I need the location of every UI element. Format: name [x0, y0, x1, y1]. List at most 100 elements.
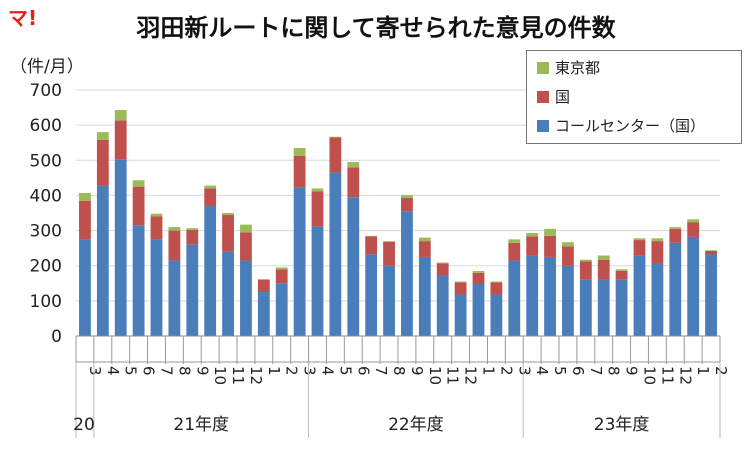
- bar-segment-call-center: [383, 265, 395, 336]
- bar-segment-national: [633, 240, 646, 256]
- bar-segment-call-center: [132, 225, 145, 336]
- bar-segment-national: [705, 250, 717, 255]
- bar-segment-call-center: [526, 255, 539, 336]
- bar-segment-national: [651, 241, 664, 264]
- period-label: 22年度: [388, 415, 444, 435]
- x-tick-label: 3: [515, 366, 533, 376]
- x-tick-label: 1: [480, 366, 498, 376]
- y-tick-label: 400: [30, 186, 62, 206]
- bar-segment-national: [240, 232, 252, 261]
- x-tick-label: 8: [605, 366, 623, 376]
- bar-segment-national: [293, 155, 306, 188]
- bar-segment-tokyo: [96, 132, 109, 140]
- x-tick-label: 11: [229, 366, 247, 385]
- bar-segment-national: [669, 228, 682, 243]
- bar-segment-call-center: [401, 211, 413, 336]
- x-tick-label: 7: [158, 366, 176, 376]
- x-tick-label: 9: [623, 366, 641, 376]
- bar-segment-call-center: [168, 260, 181, 336]
- bar-segment-tokyo: [687, 219, 700, 223]
- x-tick-label: 11: [658, 366, 676, 385]
- bar-segment-tokyo: [615, 269, 628, 271]
- bar-segment-call-center: [418, 256, 431, 336]
- bar-segment-tokyo: [240, 224, 252, 233]
- x-tick-label: 4: [104, 366, 122, 376]
- bar-segment-call-center: [150, 239, 163, 336]
- bar-segment-national: [114, 120, 127, 160]
- x-tick-label: 10: [426, 366, 444, 385]
- bar-segment-national: [79, 200, 91, 240]
- bar-segment-national: [454, 282, 467, 295]
- y-tick-label: 100: [30, 292, 62, 312]
- bar-segment-national: [329, 137, 342, 173]
- bar-segment-national: [275, 269, 288, 284]
- y-tick-label: 0: [51, 327, 62, 347]
- bar-segment-national: [186, 229, 199, 245]
- legend-label-call-center: コールセンター（国）: [555, 117, 706, 135]
- y-tick-label: 200: [30, 257, 62, 277]
- bar-segment-tokyo: [544, 228, 556, 236]
- bar-segment-call-center: [186, 244, 199, 336]
- x-tick-label: 3: [301, 366, 319, 376]
- bar-segment-tokyo: [275, 267, 288, 270]
- bar-segment-tokyo: [257, 279, 270, 280]
- bar-segment-national: [150, 216, 163, 240]
- x-tick-label: 1: [265, 366, 283, 376]
- x-tick-label: 5: [551, 366, 569, 376]
- bar-segment-call-center: [490, 294, 503, 336]
- bar-segment-call-center: [79, 239, 91, 336]
- bar-segment-tokyo: [705, 250, 717, 251]
- bar-segment-national: [96, 139, 109, 186]
- bar-segment-tokyo: [168, 227, 181, 231]
- bar-segment-tokyo: [383, 241, 395, 242]
- x-tick-label: 8: [175, 366, 193, 376]
- bar-segment-national: [472, 272, 485, 284]
- bar-segment-tokyo: [222, 213, 234, 215]
- legend-swatch-tokyo: [537, 62, 549, 74]
- legend-swatch-national: [537, 91, 549, 103]
- legend-item-national: 国: [537, 86, 570, 108]
- bar-segment-tokyo: [597, 255, 610, 260]
- x-tick-label: 12: [462, 366, 480, 385]
- bar-segment-national: [490, 282, 503, 295]
- x-tick-label: 2: [283, 366, 301, 376]
- y-tick-label: 700: [30, 81, 62, 101]
- bar-segment-call-center: [562, 265, 574, 336]
- chart-legend: 東京都 国 コールセンター（国）: [526, 50, 742, 144]
- legend-swatch-call-center: [537, 120, 549, 132]
- bar-segment-call-center: [615, 279, 628, 336]
- bar-segment-call-center: [240, 260, 252, 336]
- bar-segment-tokyo: [651, 238, 664, 242]
- bar-segment-tokyo: [347, 162, 360, 168]
- period-label: 21年度: [173, 415, 229, 435]
- bar-segment-national: [204, 188, 217, 206]
- bar-segment-national: [687, 222, 700, 237]
- bar-segment-call-center: [579, 279, 592, 336]
- bar-segment-tokyo: [454, 281, 467, 283]
- bar-segment-call-center: [347, 197, 360, 336]
- bar-segment-national: [615, 270, 628, 280]
- bar-segment-call-center: [329, 172, 342, 336]
- x-tick-label: 9: [193, 366, 211, 376]
- bar-segment-national: [562, 246, 574, 266]
- bar-segment-national: [579, 261, 592, 280]
- bar-segment-call-center: [204, 205, 217, 336]
- bar-segment-call-center: [436, 275, 449, 336]
- bar-segment-call-center: [633, 255, 646, 336]
- legend-item-tokyo: 東京都: [537, 57, 600, 79]
- y-tick-label: 600: [30, 116, 62, 136]
- x-tick-label: 4: [319, 366, 337, 376]
- x-tick-label: 3: [86, 366, 104, 376]
- bar-segment-call-center: [257, 292, 270, 336]
- bar-segment-tokyo: [79, 192, 91, 201]
- x-tick-label: 6: [354, 366, 372, 376]
- x-tick-label: 10: [211, 366, 229, 385]
- bar-segment-national: [508, 242, 521, 261]
- bar-segment-call-center: [508, 260, 521, 336]
- bar-segment-call-center: [651, 263, 664, 336]
- bar-segment-call-center: [687, 236, 700, 336]
- bar-segment-national: [383, 241, 395, 266]
- x-tick-label: 5: [122, 366, 140, 376]
- bar-segment-tokyo: [508, 239, 521, 243]
